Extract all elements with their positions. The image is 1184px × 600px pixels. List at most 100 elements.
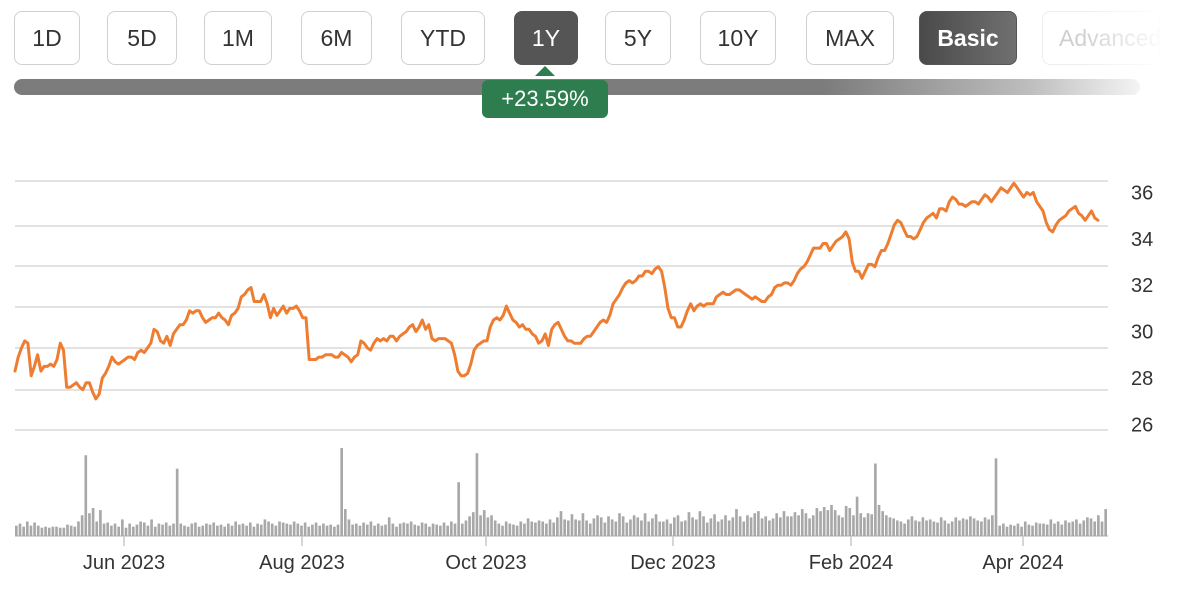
volume-bar — [150, 519, 153, 536]
volume-bar — [866, 513, 870, 536]
volume-bar — [658, 521, 662, 536]
volume-bar — [753, 513, 757, 536]
volume-bar — [559, 511, 563, 536]
volume-bar — [354, 523, 358, 536]
volume-bar — [980, 521, 983, 536]
volume-bar — [300, 525, 303, 536]
volume-bar — [106, 522, 110, 536]
volume-bar — [318, 525, 322, 536]
volume-bar — [424, 523, 428, 536]
volume-bar — [1045, 524, 1049, 536]
volume-bar — [479, 515, 482, 536]
volume-bar — [950, 521, 954, 536]
volume-bar — [991, 515, 994, 536]
volume-bar — [460, 523, 464, 536]
volume-bar — [376, 523, 380, 536]
volume-bar — [1020, 526, 1023, 536]
volume-bar — [88, 513, 91, 536]
volume-bar — [910, 516, 914, 536]
volume-bar — [936, 522, 939, 536]
range-button-1y[interactable]: 1Y — [514, 11, 578, 65]
range-button-max[interactable]: MAX — [806, 11, 894, 65]
volume-bar — [629, 519, 632, 536]
volume-bar — [632, 515, 636, 536]
volume-bar — [186, 526, 190, 536]
volume-bar — [58, 527, 62, 536]
volume-bar — [508, 523, 512, 536]
volume-bar — [95, 521, 99, 536]
volume-bar — [651, 518, 654, 536]
volume-bar — [881, 511, 885, 536]
volume-bar — [1012, 525, 1016, 536]
volume-bar — [1089, 518, 1093, 536]
volume-bar — [168, 525, 172, 536]
volume-bar — [161, 524, 164, 536]
range-button-basic[interactable]: Basic — [919, 11, 1017, 65]
range-button-10y[interactable]: 10Y — [700, 11, 776, 65]
price-line — [13, 181, 1100, 401]
volume-bar — [625, 522, 629, 536]
volume-bar — [906, 519, 910, 536]
volume-bar — [245, 525, 248, 536]
volume-bar — [333, 526, 336, 536]
volume-bar — [541, 521, 545, 536]
volume-bar — [139, 521, 142, 536]
volume-bar — [230, 525, 234, 536]
volume-bar — [691, 517, 694, 536]
volume-bar — [190, 523, 194, 536]
volume-bar — [164, 522, 168, 536]
volume-bar — [855, 496, 859, 536]
volume-bar — [885, 515, 888, 536]
volume-bar — [464, 520, 468, 536]
range-button-5d[interactable]: 5D — [107, 11, 177, 65]
volume-bar — [1064, 520, 1067, 536]
volume-bar — [819, 511, 822, 536]
volume-bar — [33, 522, 36, 536]
volume-bar — [1016, 523, 1020, 536]
volume-bar — [205, 523, 208, 536]
volume-bar — [73, 526, 77, 536]
volume-bar — [742, 521, 746, 536]
volume-bar — [800, 509, 804, 536]
volume-bar — [830, 504, 833, 536]
volume-bar — [128, 523, 131, 536]
range-button-1d[interactable]: 1D — [14, 11, 80, 65]
volume-bar — [278, 521, 281, 536]
volume-bar — [519, 521, 523, 536]
volume-bar — [786, 516, 789, 536]
volume-bar — [917, 521, 921, 536]
volume-bar — [713, 514, 716, 536]
volume-bar — [22, 526, 25, 536]
volume-bar — [833, 510, 837, 536]
range-button-1m[interactable]: 1M — [204, 11, 272, 65]
volume-bar — [439, 525, 442, 536]
range-button-6m[interactable]: 6M — [301, 11, 372, 65]
range-button-ytd[interactable]: YTD — [401, 11, 485, 65]
volume-bar — [219, 524, 223, 536]
volume-bar — [943, 520, 947, 536]
volume-bar — [530, 521, 534, 536]
volume-bar — [296, 523, 300, 536]
volume-bar — [468, 516, 471, 536]
volume-bar — [402, 522, 406, 536]
volume-bar — [40, 527, 44, 536]
volume-bar — [892, 518, 895, 536]
volume-bar — [18, 523, 22, 536]
volume-bar — [662, 521, 665, 536]
volume-bar — [570, 514, 574, 536]
volume-bar — [1075, 519, 1078, 536]
volume-bar — [194, 522, 197, 536]
volume-bar — [545, 523, 548, 536]
volume-bar — [947, 523, 950, 536]
volume-bar — [702, 516, 705, 536]
volume-bar — [526, 518, 530, 536]
volume-bar — [680, 521, 683, 536]
volume-bar — [457, 482, 460, 536]
volume-bar — [789, 516, 793, 536]
volume-bar — [771, 518, 775, 536]
range-button-5y[interactable]: 5Y — [605, 11, 671, 65]
volume-bar — [212, 522, 216, 536]
volume-bar — [676, 515, 680, 536]
volume-bar — [36, 525, 40, 536]
volume-bar — [25, 521, 29, 536]
